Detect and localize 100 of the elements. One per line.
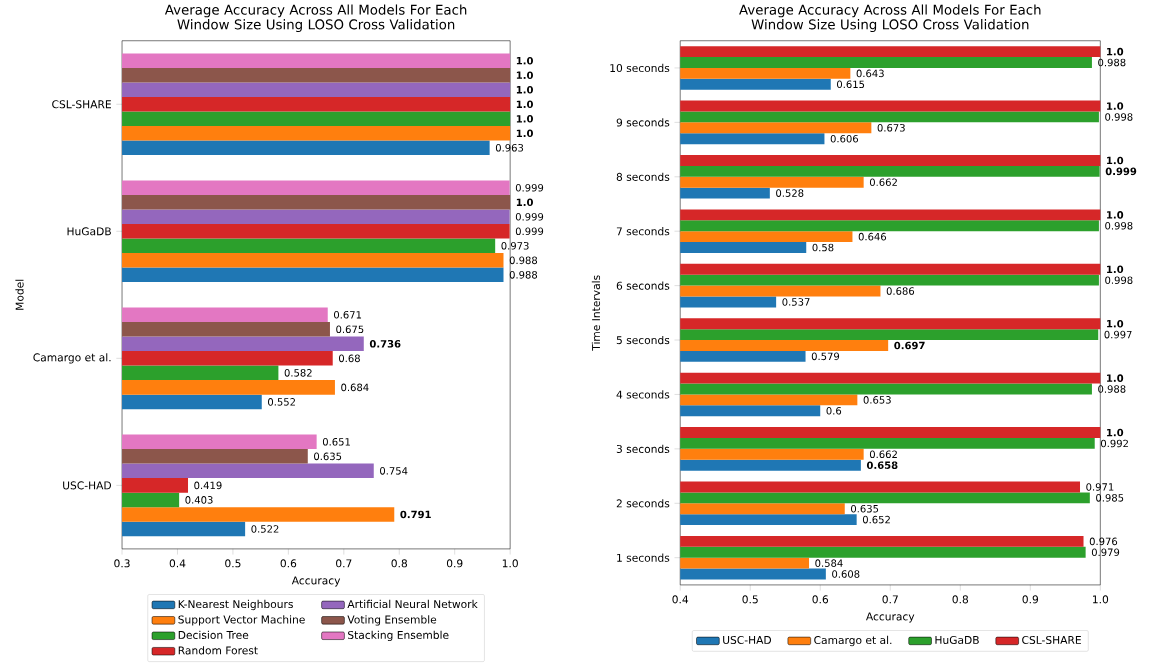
y-axis-title: Time Intervals [591, 275, 601, 352]
data-label: 0.579 [811, 352, 840, 361]
data-label: 0.635 [314, 452, 342, 461]
data-label: 0.419 [194, 481, 222, 490]
data-label: 1.0 [1107, 374, 1124, 383]
data-label: 0.658 [866, 461, 898, 470]
chart-title: Average Accuracy Across All Models For Each Window Size Using LOSO Cross Validation [739, 4, 1041, 33]
data-label: 0.979 [1091, 548, 1120, 557]
data-label: 1.0 [1107, 48, 1124, 56]
legend-label: Camargo et al. [814, 636, 892, 647]
x-tick-label: 0.3 [114, 559, 130, 568]
y-axis-title: Model [15, 280, 24, 310]
data-label: 1.0 [1107, 320, 1124, 328]
data-label: 1.0 [516, 57, 533, 65]
y-tick-label: 5 seconds [616, 336, 670, 345]
data-label: 0.6 [826, 407, 842, 415]
x-tick-label: 1.0 [1093, 595, 1109, 604]
legend-label: Random Forest [178, 646, 258, 655]
y-tick-label: Camargo et al. [33, 353, 111, 364]
legend-label: K-Nearest Neighbours [178, 600, 293, 611]
data-label: 0.791 [400, 510, 431, 519]
x-tick-label: 0.7 [336, 559, 352, 568]
data-label: 0.992 [1101, 439, 1128, 448]
x-tick-label: 0.8 [391, 559, 408, 568]
y-tick-label: 7 seconds [616, 227, 670, 236]
data-label: 1.0 [1107, 265, 1124, 274]
y-tick-label: HuGaDB [67, 227, 111, 236]
x-axis-title: Accuracy [291, 576, 341, 587]
data-label: 0.976 [1089, 537, 1118, 546]
data-label: 0.662 [869, 178, 897, 187]
y-tick-label: 1 seconds [617, 553, 670, 563]
data-label: 0.999 [515, 213, 544, 221]
data-label: 0.999 [515, 184, 544, 192]
data-label: 0.537 [782, 298, 810, 306]
data-label: 0.999 [515, 227, 544, 236]
y-tick-label: 8 seconds [616, 172, 670, 182]
y-tick-label: 6 seconds [616, 281, 670, 290]
legend-label: CSL-SHARE [1022, 636, 1081, 645]
data-label: 1.0 [1107, 211, 1124, 219]
data-label: 0.582 [284, 369, 312, 377]
data-label: 0.998 [1105, 276, 1133, 285]
x-tick-label: 0.6 [280, 559, 297, 568]
y-tick-label: 3 seconds [616, 444, 670, 454]
x-axis-title: Accuracy [865, 612, 915, 623]
y-tick-label: USC-HAD [63, 481, 112, 490]
data-label: 0.973 [501, 242, 529, 250]
data-label: 1.0 [516, 198, 533, 207]
legend-label: Decision Tree [178, 630, 249, 640]
data-label: 0.684 [341, 383, 369, 392]
data-label: 0.998 [1105, 222, 1133, 230]
x-tick-label: 1.0 [502, 559, 518, 568]
data-label: 1.0 [1107, 156, 1124, 165]
x-tick-label: 0.4 [169, 559, 186, 568]
data-label: 1.0 [516, 86, 533, 94]
data-label: 0.58 [812, 243, 834, 252]
data-label: 0.988 [509, 256, 538, 265]
legend-label: Stacking Ensemble [348, 630, 449, 642]
y-tick-label: 4 seconds [616, 390, 670, 399]
x-tick-label: 0.6 [812, 595, 829, 604]
data-label: 1.0 [516, 71, 533, 80]
data-label: 0.985 [1096, 494, 1124, 502]
data-label: 0.528 [776, 189, 804, 198]
data-label: 0.403 [185, 496, 213, 504]
chart-title: Average Accuracy Across All Models For Each Window Size Using LOSO Cross Validation [164, 4, 467, 33]
x-tick-label: 0.8 [952, 595, 969, 604]
x-tick-label: 0.9 [1022, 595, 1039, 604]
data-label: 1.0 [516, 129, 533, 138]
data-label: 1.0 [516, 100, 533, 109]
data-label: 0.971 [1086, 483, 1114, 491]
x-tick-label: 0.5 [225, 559, 241, 568]
data-label: 0.997 [1104, 331, 1132, 339]
legend-label: HuGaDB [935, 636, 979, 645]
data-label: 0.68 [339, 354, 360, 363]
y-tick-label: CSL-SHARE [52, 100, 111, 109]
data-label: 0.754 [380, 467, 408, 475]
data-label: 0.651 [322, 438, 350, 446]
data-label: 1.0 [1107, 102, 1124, 111]
legend-label: Support Vector Machine [178, 615, 305, 626]
y-tick-label: 9 seconds [616, 118, 670, 127]
data-label: 0.662 [869, 450, 897, 459]
data-label: 0.643 [856, 69, 884, 78]
data-label: 0.522 [251, 525, 279, 533]
x-tick-label: 0.4 [672, 595, 689, 604]
data-label: 0.736 [369, 340, 401, 348]
data-label: 0.652 [862, 516, 890, 524]
data-label: 0.963 [495, 144, 524, 152]
data-label: 0.646 [858, 233, 887, 241]
data-label: 0.988 [509, 271, 538, 279]
data-label: 0.988 [1098, 385, 1126, 393]
data-label: 0.584 [815, 559, 843, 568]
data-label: 0.608 [832, 570, 860, 579]
data-label: 0.673 [877, 124, 905, 132]
x-tick-label: 0.9 [446, 559, 463, 568]
x-tick-label: 0.7 [882, 595, 898, 604]
data-label: 0.615 [837, 80, 865, 89]
legend-label: USC-HAD [723, 636, 772, 645]
y-tick-label: 2 seconds [616, 499, 670, 508]
data-label: 0.998 [1105, 113, 1133, 121]
data-label: 0.552 [268, 398, 295, 406]
data-label: 0.606 [830, 135, 859, 143]
